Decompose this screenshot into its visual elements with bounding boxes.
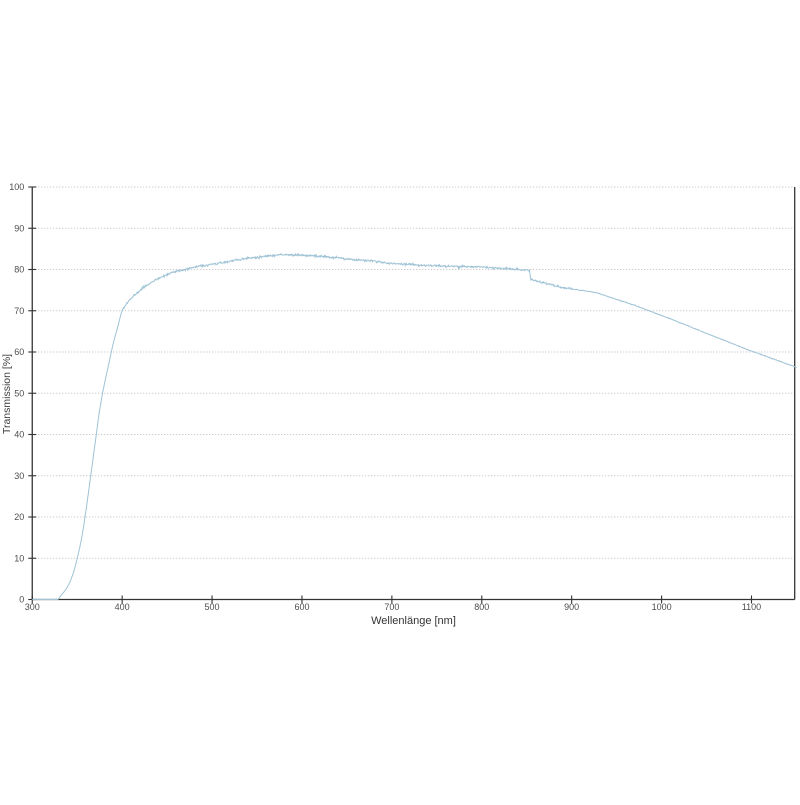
svg-text:0: 0	[19, 595, 24, 605]
svg-text:90: 90	[14, 223, 24, 233]
svg-text:30: 30	[14, 471, 24, 481]
svg-text:400: 400	[115, 602, 130, 612]
svg-text:80: 80	[14, 265, 24, 275]
svg-text:70: 70	[14, 306, 24, 316]
svg-text:600: 600	[294, 602, 309, 612]
svg-text:700: 700	[384, 602, 399, 612]
svg-text:10: 10	[14, 553, 24, 563]
svg-text:20: 20	[14, 512, 24, 522]
svg-text:900: 900	[564, 602, 579, 612]
svg-text:40: 40	[14, 430, 24, 440]
svg-text:1100: 1100	[742, 602, 761, 612]
svg-text:300: 300	[25, 602, 40, 612]
svg-text:500: 500	[205, 602, 220, 612]
svg-text:Wellenlänge [nm]: Wellenlänge [nm]	[371, 615, 456, 627]
svg-text:100: 100	[9, 182, 24, 192]
svg-text:50: 50	[14, 388, 24, 398]
svg-text:Transmission [%]: Transmission [%]	[1, 354, 13, 434]
svg-text:800: 800	[474, 602, 489, 612]
svg-text:60: 60	[14, 347, 24, 357]
svg-text:1000: 1000	[652, 602, 672, 612]
